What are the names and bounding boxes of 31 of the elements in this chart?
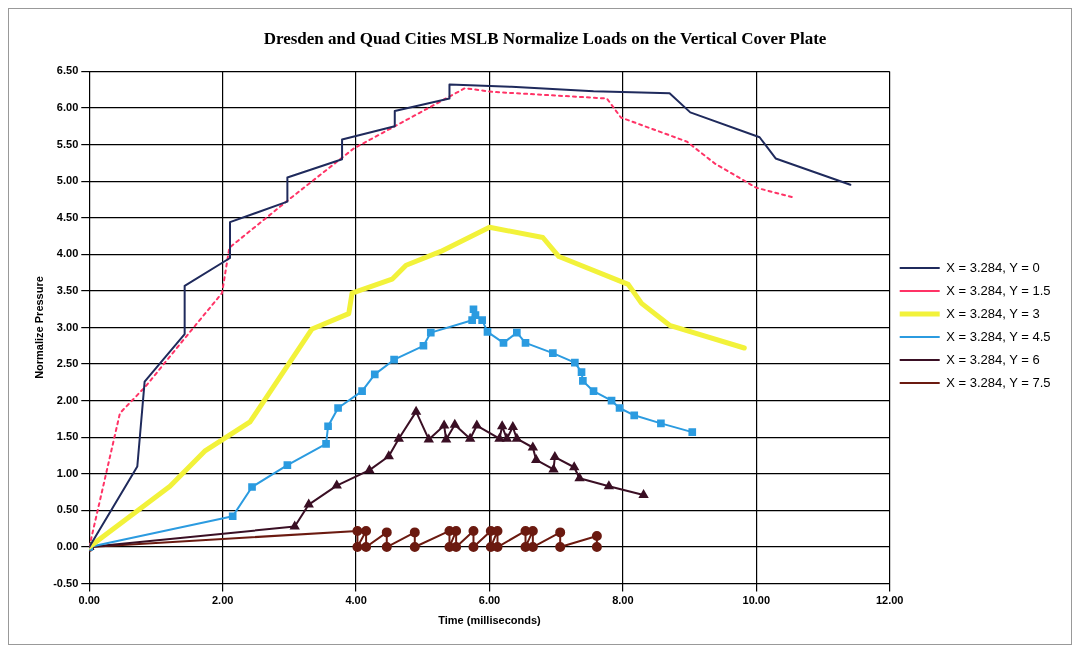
- y-tick-label: 2.00: [56, 393, 79, 406]
- chart-title: Dresden and Quad Cities MSLB Normalize Loads on the Vertical Cover Plate: [263, 28, 827, 48]
- x-tick-label: 0.00: [78, 594, 100, 607]
- legend-label: X = 3.284, Y = 1.5: [946, 282, 1051, 298]
- x-tick-label: 12.00: [875, 594, 904, 607]
- y-tick-label: 0.50: [56, 503, 79, 516]
- legend-label: X = 3.284, Y = 3: [946, 305, 1040, 321]
- y-tick-label: 6.50: [56, 64, 79, 77]
- legend-label: X = 3.284, Y = 4.5: [946, 328, 1051, 344]
- x-axis-title: Time (milliseconds): [438, 614, 542, 627]
- y-tick-label: 4.00: [56, 247, 79, 260]
- x-tick-label: 10.00: [742, 594, 771, 607]
- y-tick-label: 1.50: [56, 430, 79, 443]
- y-tick-label: 5.50: [56, 137, 79, 150]
- x-tick-label: 4.00: [345, 594, 367, 607]
- x-tick-label: 8.00: [612, 594, 634, 607]
- y-axis-title: Normalize Pressure: [32, 276, 45, 379]
- legend-label: X = 3.284, Y = 7.5: [946, 374, 1051, 390]
- y-tick-label: 5.00: [56, 174, 79, 187]
- legend-label: X = 3.284, Y = 6: [946, 351, 1040, 367]
- y-tick-label: 1.00: [56, 466, 79, 479]
- x-tick-label: 6.00: [478, 594, 501, 607]
- legend-label: X = 3.284, Y = 0: [946, 259, 1040, 275]
- y-tick-label: 3.00: [56, 320, 79, 333]
- y-tick-label: 2.50: [56, 357, 79, 370]
- y-tick-label: 3.50: [56, 283, 79, 296]
- y-tick-label: 4.50: [56, 210, 79, 223]
- y-tick-label: 6.00: [56, 101, 79, 114]
- y-tick-label: -0.50: [53, 576, 79, 589]
- x-tick-label: 2.00: [211, 594, 234, 607]
- y-tick-label: 0.00: [56, 540, 79, 553]
